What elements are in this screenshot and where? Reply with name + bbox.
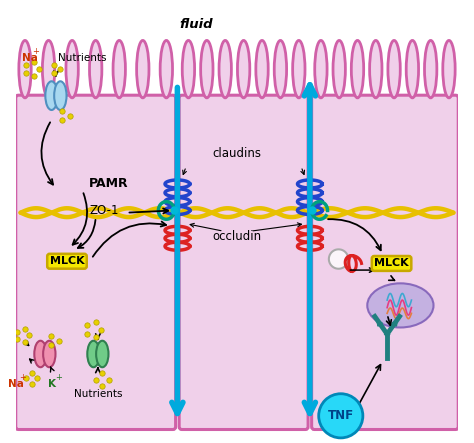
Polygon shape (329, 249, 348, 269)
Text: fluid: fluid (180, 19, 213, 31)
Ellipse shape (443, 40, 455, 98)
Ellipse shape (96, 341, 109, 367)
Point (83, 322, 91, 329)
Point (66, 112, 74, 119)
Ellipse shape (42, 40, 55, 98)
Point (50, 70, 57, 77)
Point (23, 375, 30, 382)
FancyBboxPatch shape (311, 95, 458, 430)
Point (50, 62, 57, 69)
Point (28, 380, 36, 387)
Point (28, 369, 36, 377)
Point (56, 66, 64, 73)
Text: Nutrients: Nutrients (58, 53, 107, 63)
Ellipse shape (351, 40, 364, 98)
Ellipse shape (274, 40, 287, 98)
Ellipse shape (66, 40, 78, 98)
Point (99, 369, 106, 377)
Point (58, 107, 66, 114)
Point (22, 70, 30, 77)
Ellipse shape (182, 40, 195, 98)
Point (26, 332, 33, 339)
Text: +: + (55, 373, 62, 382)
Ellipse shape (388, 40, 400, 98)
Point (92, 334, 100, 341)
Ellipse shape (292, 40, 305, 98)
Text: Na: Na (8, 379, 24, 389)
Point (30, 59, 37, 66)
Text: occludin: occludin (212, 230, 262, 244)
Ellipse shape (113, 40, 126, 98)
Point (30, 72, 37, 79)
Text: ZO-1: ZO-1 (90, 204, 119, 217)
Point (33, 375, 41, 382)
Point (47, 333, 55, 340)
Point (92, 376, 100, 383)
Point (55, 337, 63, 344)
Ellipse shape (34, 341, 46, 367)
Text: +: + (33, 47, 39, 56)
Ellipse shape (19, 40, 31, 98)
Text: MLCK: MLCK (374, 258, 409, 268)
Ellipse shape (256, 40, 268, 98)
Text: MLCK: MLCK (50, 256, 84, 266)
Ellipse shape (370, 40, 382, 98)
Ellipse shape (201, 40, 213, 98)
Ellipse shape (54, 81, 66, 110)
Text: K: K (47, 379, 55, 389)
Circle shape (319, 394, 363, 438)
Text: +: + (19, 373, 26, 382)
Point (98, 326, 105, 333)
Ellipse shape (43, 341, 55, 367)
Point (22, 62, 30, 69)
Text: PAMR: PAMR (89, 178, 129, 190)
Text: TNF: TNF (328, 409, 354, 422)
Point (21, 338, 28, 345)
FancyBboxPatch shape (179, 95, 308, 430)
Point (14, 336, 21, 343)
Ellipse shape (137, 40, 149, 98)
Point (14, 328, 21, 335)
Point (35, 66, 43, 73)
Text: Nutrients: Nutrients (73, 389, 122, 399)
Point (99, 383, 106, 390)
Text: Na: Na (21, 53, 37, 63)
Point (83, 331, 91, 338)
Point (47, 342, 55, 349)
Ellipse shape (219, 40, 231, 98)
Ellipse shape (90, 40, 102, 98)
FancyBboxPatch shape (16, 95, 175, 430)
Ellipse shape (333, 40, 346, 98)
Text: claudins: claudins (212, 147, 262, 159)
Ellipse shape (367, 284, 434, 327)
Ellipse shape (315, 40, 327, 98)
Ellipse shape (87, 341, 100, 367)
Point (21, 326, 28, 333)
Ellipse shape (160, 40, 173, 98)
Ellipse shape (237, 40, 250, 98)
Point (92, 319, 100, 326)
Ellipse shape (425, 40, 437, 98)
Ellipse shape (46, 81, 58, 110)
Point (105, 376, 113, 383)
Ellipse shape (406, 40, 419, 98)
Point (58, 117, 66, 124)
